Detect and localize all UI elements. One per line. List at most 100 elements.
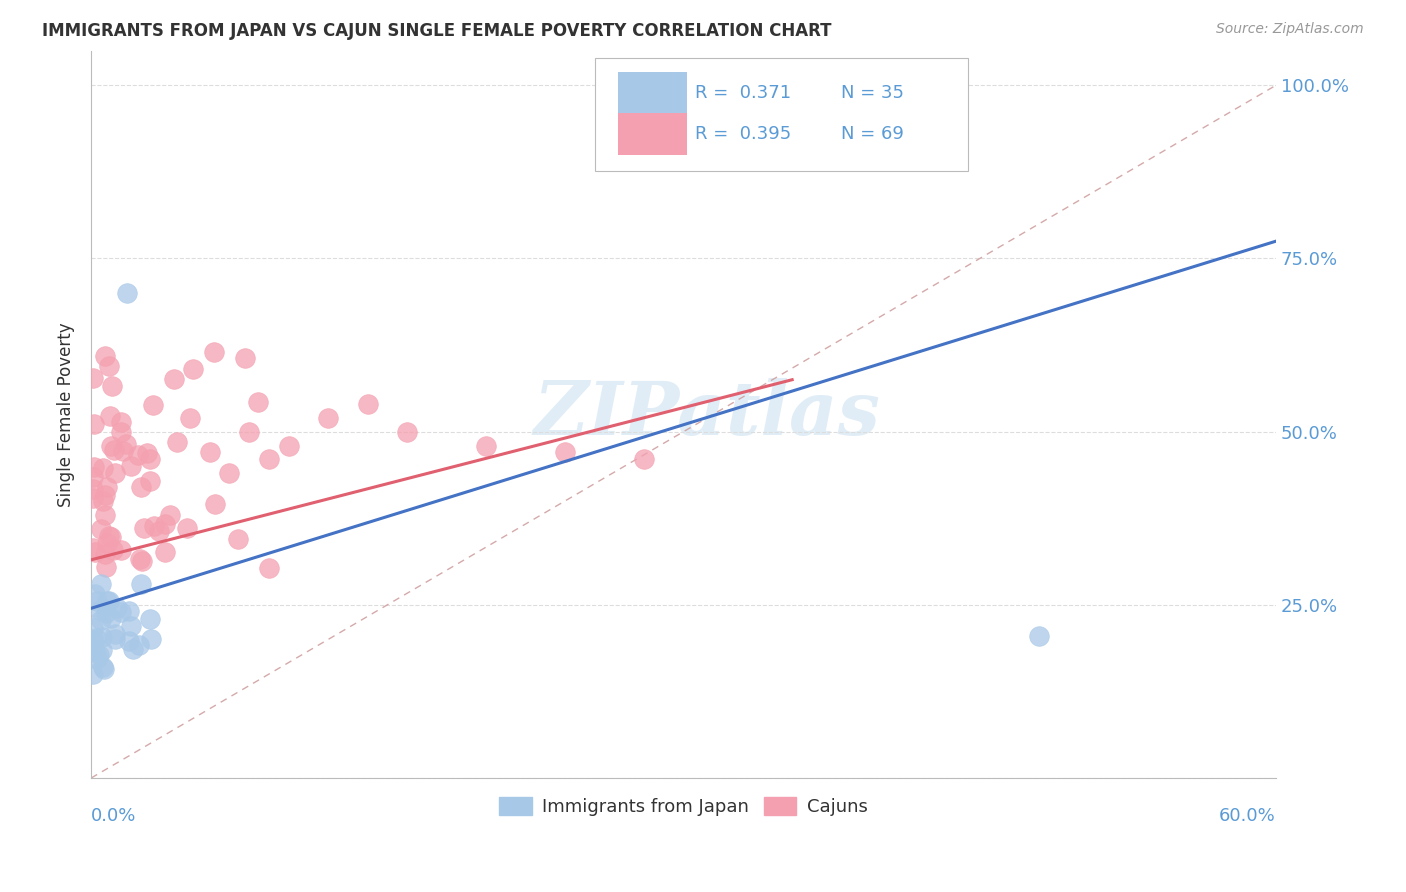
Point — [143, 519, 166, 533]
Point — [110, 543, 132, 558]
Point — [96, 535, 118, 549]
Point — [82, 633, 104, 648]
Point — [86, 594, 108, 608]
Point — [90, 613, 112, 627]
Point — [84, 632, 107, 646]
Point — [82, 642, 104, 657]
Point — [356, 397, 378, 411]
Point — [118, 634, 141, 648]
Point — [94, 547, 117, 561]
Point — [101, 379, 124, 393]
Point — [82, 667, 104, 681]
Point — [82, 622, 104, 636]
Point — [82, 470, 104, 484]
Point — [115, 437, 138, 451]
Point — [89, 603, 111, 617]
Point — [316, 410, 339, 425]
Text: N = 35: N = 35 — [841, 84, 904, 102]
Point — [132, 521, 155, 535]
Point — [105, 601, 128, 615]
Point — [98, 594, 121, 608]
Text: IMMIGRANTS FROM JAPAN VS CAJUN SINGLE FEMALE POVERTY CORRELATION CHART: IMMIGRANTS FROM JAPAN VS CAJUN SINGLE FE… — [42, 22, 832, 40]
Point — [120, 618, 142, 632]
Point — [257, 561, 280, 575]
Point — [1028, 629, 1050, 643]
Point — [139, 612, 162, 626]
Point — [118, 604, 141, 618]
Point — [100, 530, 122, 544]
Point — [82, 541, 104, 556]
Point — [233, 351, 256, 366]
Point — [153, 544, 176, 558]
Point — [94, 508, 117, 522]
FancyBboxPatch shape — [619, 113, 688, 155]
Point — [136, 446, 159, 460]
Point — [115, 286, 138, 301]
Point — [94, 349, 117, 363]
Point — [82, 491, 104, 505]
Point — [246, 395, 269, 409]
Point — [142, 398, 165, 412]
Point — [90, 577, 112, 591]
Point — [93, 662, 115, 676]
Point — [91, 643, 114, 657]
Point — [139, 474, 162, 488]
Point — [166, 434, 188, 449]
Point — [110, 605, 132, 619]
Text: R =  0.371: R = 0.371 — [696, 84, 792, 102]
Legend: Immigrants from Japan, Cajuns: Immigrants from Japan, Cajuns — [492, 789, 875, 823]
Point — [127, 448, 149, 462]
Point — [101, 543, 124, 558]
Point — [91, 461, 114, 475]
Point — [96, 594, 118, 608]
Point — [97, 359, 120, 373]
Point — [82, 371, 104, 385]
Point — [204, 345, 226, 359]
Point — [155, 517, 177, 532]
Point — [141, 632, 163, 647]
Text: ZIPatlas: ZIPatlas — [534, 378, 880, 450]
Point — [176, 521, 198, 535]
Point — [97, 528, 120, 542]
Point — [100, 438, 122, 452]
Text: 60.0%: 60.0% — [1219, 807, 1277, 825]
Point — [82, 482, 104, 496]
Point — [148, 524, 170, 538]
Point — [277, 438, 299, 452]
Point — [104, 626, 127, 640]
Point — [86, 652, 108, 666]
Y-axis label: Single Female Poverty: Single Female Poverty — [58, 322, 75, 507]
Point — [204, 497, 226, 511]
Point — [93, 659, 115, 673]
Text: Source: ZipAtlas.com: Source: ZipAtlas.com — [1216, 22, 1364, 37]
Point — [104, 632, 127, 647]
Point — [218, 467, 240, 481]
Text: 0.0%: 0.0% — [91, 807, 136, 825]
FancyBboxPatch shape — [595, 58, 967, 170]
Point — [396, 425, 419, 439]
Point — [93, 488, 115, 502]
Point — [96, 480, 118, 494]
Point — [129, 552, 152, 566]
Point — [129, 480, 152, 494]
Point — [83, 459, 105, 474]
Point — [94, 560, 117, 574]
Point — [257, 452, 280, 467]
Point — [103, 443, 125, 458]
Point — [159, 508, 181, 522]
Point — [104, 467, 127, 481]
Point — [84, 587, 107, 601]
Point — [139, 452, 162, 467]
Point — [128, 638, 150, 652]
Point — [129, 577, 152, 591]
Point — [120, 459, 142, 474]
Text: R =  0.395: R = 0.395 — [696, 125, 792, 144]
Point — [84, 644, 107, 658]
Point — [122, 642, 145, 657]
Point — [183, 362, 205, 376]
Point — [90, 522, 112, 536]
Point — [226, 532, 249, 546]
Point — [179, 410, 201, 425]
Point — [84, 545, 107, 559]
Point — [87, 648, 110, 663]
